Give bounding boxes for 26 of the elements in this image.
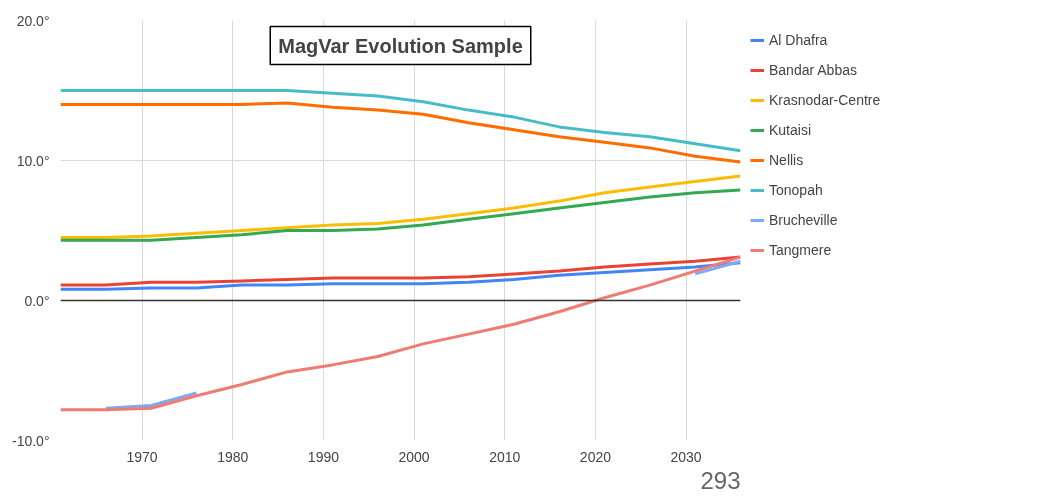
legend-label: Tonopah [769, 182, 823, 198]
x-tick-label: 1990 [307, 448, 340, 465]
y-tick-label: 10.0° [16, 152, 50, 169]
x-tick-label: 1970 [126, 448, 158, 465]
legend-label: Nellis [769, 152, 804, 168]
legend-label: Brucheville [769, 212, 838, 228]
text: 293 [700, 466, 741, 494]
y-tick-label: 20.0° [16, 12, 50, 29]
x-tick-label: 1980 [217, 448, 249, 465]
legend-label: Tangmere [769, 242, 832, 258]
x-tick-label: 2000 [398, 448, 430, 465]
legend-label: Kutaisi [769, 122, 812, 138]
x-tick-label: 2020 [579, 448, 612, 465]
line-series [60, 261, 741, 291]
x-tick-label: 2010 [489, 448, 521, 465]
line-series [60, 89, 741, 153]
text: MagVar Evolution Sample [278, 34, 523, 57]
line-series [60, 101, 741, 164]
line-series [60, 188, 741, 242]
y-tick-label: 0.0° [24, 292, 50, 309]
legend-label: Al Dhafra [769, 32, 828, 48]
y-tick-label: -10.0° [11, 432, 50, 449]
legend-label: Krasnodar-Centre [769, 92, 881, 108]
x-tick-label: 2030 [670, 448, 702, 465]
line-series [60, 174, 741, 239]
legend-label: Bandar Abbas [769, 62, 857, 78]
